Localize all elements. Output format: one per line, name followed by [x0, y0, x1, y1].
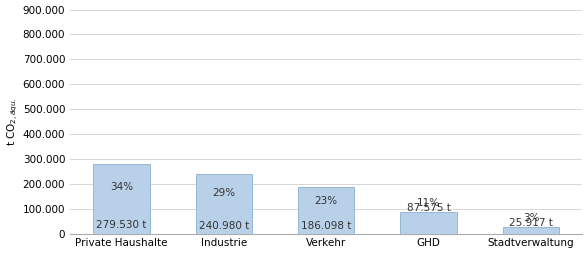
Text: 186.098 t: 186.098 t — [301, 221, 352, 231]
Text: 240.980 t: 240.980 t — [199, 220, 249, 231]
Text: 23%: 23% — [315, 196, 338, 206]
Text: 279.530 t: 279.530 t — [96, 220, 147, 230]
Text: 25.917 t: 25.917 t — [509, 218, 553, 228]
Text: 87.575 t: 87.575 t — [407, 202, 450, 213]
Text: 29%: 29% — [212, 188, 235, 198]
Bar — [196, 173, 252, 234]
Bar — [298, 187, 355, 234]
Text: 34%: 34% — [110, 182, 133, 192]
Bar — [400, 212, 457, 234]
Bar — [503, 227, 559, 234]
Text: 11%: 11% — [417, 198, 440, 208]
Bar — [93, 164, 150, 234]
Y-axis label: t CO$_{2,äqu.}$: t CO$_{2,äqu.}$ — [5, 97, 20, 146]
Text: 3%: 3% — [523, 213, 539, 224]
